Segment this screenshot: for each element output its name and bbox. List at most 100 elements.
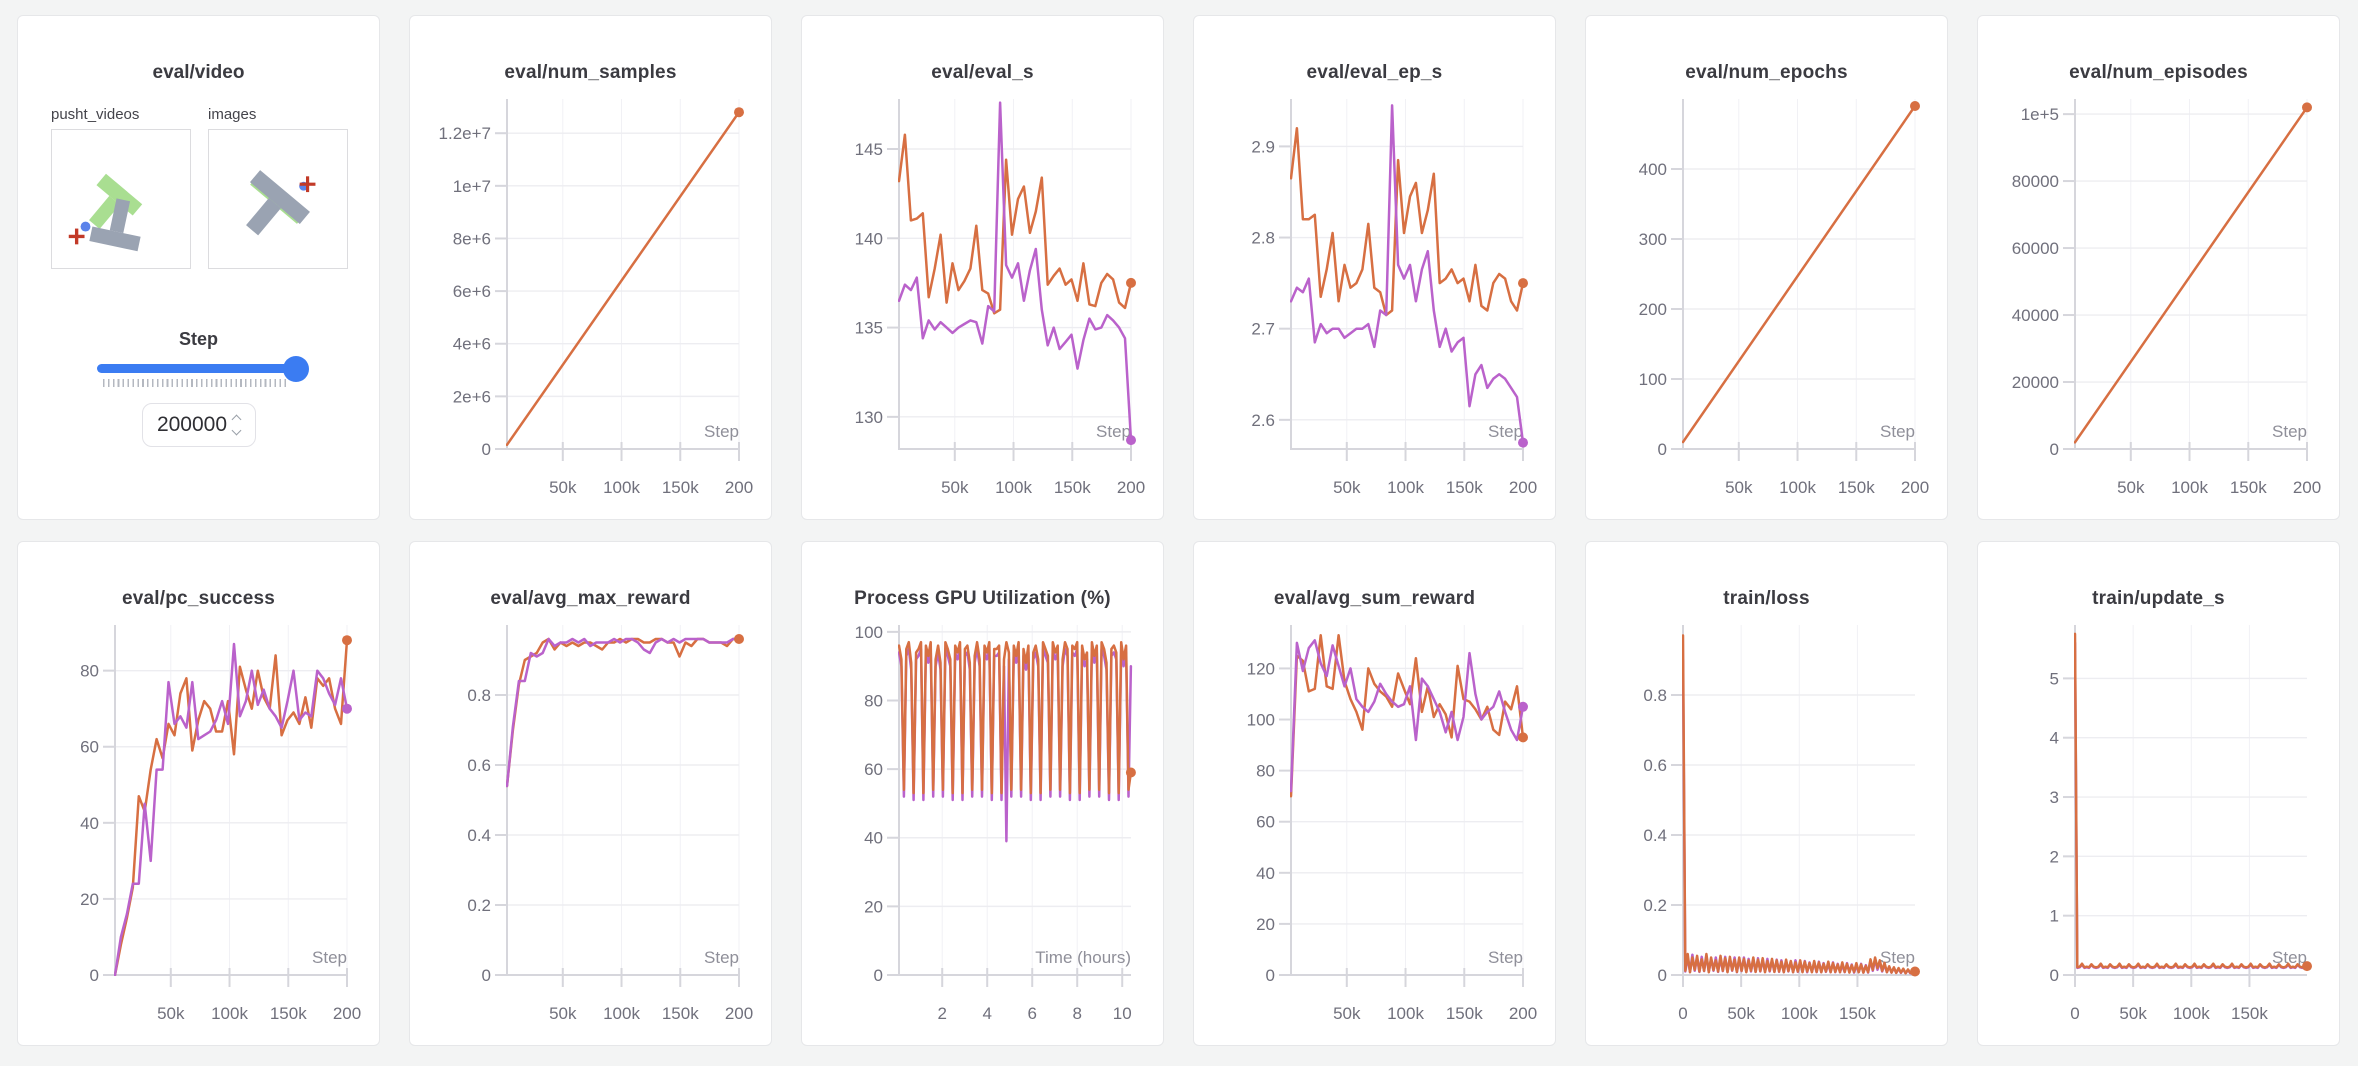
images-frame (246, 170, 316, 236)
series-run-purple (1290, 104, 1525, 444)
eval-num-samples-plot[interactable]: 0 2e+6 4e+6 6e+6 8e+6 1e+7 1.2e+7 50k 100k 150k 20… (410, 86, 771, 516)
y-tick-label: 100 (1639, 370, 1667, 389)
y-tick-label: 0 (874, 966, 883, 985)
x-tick-label: 100k (603, 1004, 640, 1023)
chart-panel-eval-avg-max-reward[interactable]: eval/avg_max_reward 0 0.2 0.4 0.6 0.8 50k 100k 1… (409, 541, 772, 1046)
y-tick-label: 2.6 (1251, 411, 1275, 430)
images-thumbnail[interactable] (208, 129, 348, 269)
step-stepper[interactable] (231, 414, 242, 436)
chart-panel-eval-eval-s[interactable]: eval/eval_s 130 135 140 145 50k 100k 150k 200 Ste… (801, 15, 1164, 520)
series-run-orange (2074, 106, 2309, 444)
x-tick-label: 150k (662, 478, 699, 497)
chart-panel-eval-avg-sum-reward[interactable]: eval/avg_sum_reward 0 20 40 60 80 100 120 50k 100… (1193, 541, 1556, 1046)
train-update-s-plot[interactable]: 0 1 2 3 4 5 0 50k 100k 150k Step (1978, 612, 2339, 1042)
block-t-shape (89, 198, 141, 252)
y-tick-label: 0 (2050, 966, 2059, 985)
y-tick-label: 0.6 (1643, 756, 1667, 775)
chart-panel-train-loss[interactable]: train/loss 0 0.2 0.4 0.6 0.8 0 50k 100k 150k Step (1585, 541, 1948, 1046)
series-run-orange (1290, 633, 1525, 798)
pusht-video-thumbnail[interactable] (51, 129, 191, 269)
x-tick-label: 150k (1054, 478, 1091, 497)
x-tick-label: 100k (1781, 1004, 1818, 1023)
y-tick-label: 80 (80, 662, 99, 681)
series-end-dot (1125, 767, 1136, 778)
y-tick-label: 4 (2050, 729, 2059, 748)
y-tick-label: 2.9 (1251, 137, 1275, 156)
eval-eval-ep-s-plot[interactable]: 2.6 2.7 2.8 2.9 50k 100k 150k 200 Step (1194, 86, 1555, 516)
video-panel-title: eval/video (152, 62, 245, 83)
y-tick-label: 0.6 (467, 756, 491, 775)
y-tick-label: 130 (855, 408, 883, 427)
y-tick-label: 1e+7 (453, 177, 491, 196)
x-tick-label: 50k (549, 1004, 577, 1023)
y-tick-label: 0.2 (1643, 896, 1667, 915)
series-run-purple (898, 101, 1133, 442)
x-tick-label: 100k (995, 478, 1032, 497)
y-tick-label: 200 (1639, 300, 1667, 319)
series-end-dot (1518, 437, 1528, 448)
y-tick-label: 60 (1256, 813, 1275, 832)
series-end-dot (1518, 278, 1528, 289)
eval-pc-success-plot[interactable]: 0 20 40 60 80 50k 100k 150k 200 Step (18, 612, 379, 1042)
y-tick-label: 145 (855, 140, 883, 159)
y-tick-label: 0 (1266, 966, 1275, 985)
x-tick-label: 50k (549, 478, 577, 497)
x-tick-label: 200 (1117, 478, 1145, 497)
video-panel[interactable]: eval/video pusht_videos images (17, 15, 380, 520)
x-tick-label: 50k (1333, 1004, 1361, 1023)
x-axis-name: Step (1880, 422, 1915, 441)
y-tick-label: 140 (855, 229, 883, 248)
step-slider-thumb[interactable] (282, 355, 309, 382)
series-run-orange (1682, 634, 1917, 975)
step-slider[interactable] (96, 355, 309, 382)
chart-panel-eval-num-epochs[interactable]: eval/num_epochs 0 100 200 300 400 50k 100k 150k 2… (1585, 15, 1948, 520)
chart-panel-eval-pc-success[interactable]: eval/pc_success 0 20 40 60 80 50k 100k 150k 200 St… (17, 541, 380, 1046)
y-tick-label: 3 (2050, 788, 2059, 807)
chart-panel-eval-num-samples[interactable]: eval/num_samples 0 2e+6 4e+6 6e+6 8e+6 1e+7 1.2… (409, 15, 772, 520)
step-value-input[interactable]: 200000 (141, 403, 256, 447)
y-tick-label: 0 (1658, 966, 1667, 985)
series-run-orange (506, 637, 741, 788)
gpu-utilization-plot[interactable]: 0 20 40 60 80 100 2 4 6 8 10 Time (hours) (802, 612, 1163, 1042)
chart-panel-eval-eval-ep-s[interactable]: eval/eval_ep_s 2.6 2.7 2.8 2.9 50k 100k 150k 200… (1193, 15, 1556, 520)
series-run-orange (506, 110, 741, 447)
x-tick-label: 50k (1727, 1004, 1755, 1023)
stepper-up-icon[interactable] (231, 414, 242, 425)
y-tick-label: 20 (80, 890, 99, 909)
eval-avg-max-reward-plot[interactable]: 0 0.2 0.4 0.6 0.8 50k 100k 150k 200 Step (410, 612, 771, 1042)
chart-panel-eval-num-episodes[interactable]: eval/num_episodes 0 20000 40000 60000 80000 1e… (1977, 15, 2340, 520)
y-tick-label: 0 (482, 966, 491, 985)
x-tick-label: 150k (1839, 1004, 1876, 1023)
y-tick-label: 80 (1256, 762, 1275, 781)
x-axis-name: Step (1880, 948, 1915, 967)
stepper-down-icon[interactable] (231, 425, 242, 436)
eval-avg-sum-reward-plot[interactable]: 0 20 40 60 80 100 120 50k 100k 150k 200 Step (1194, 612, 1555, 1042)
eval-num-episodes-plot[interactable]: 0 20000 40000 60000 80000 1e+5 50k 100k 150k 200 S… (1978, 86, 2339, 516)
chart-panel-gpu-utilization[interactable]: Process GPU Utilization (%) 0 20 40 60 80 100 2… (801, 541, 1164, 1046)
x-tick-label: 100k (1387, 1004, 1424, 1023)
train-loss-plot[interactable]: 0 0.2 0.4 0.6 0.8 0 50k 100k 150k Step (1586, 612, 1947, 1042)
x-tick-label: 150k (1446, 478, 1483, 497)
series-end-dot (342, 703, 352, 714)
x-tick-label: 6 (1027, 1004, 1036, 1023)
y-tick-label: 300 (1639, 230, 1667, 249)
y-tick-label: 60000 (2012, 239, 2059, 258)
x-tick-label: 200 (1509, 478, 1537, 497)
y-tick-label: 0 (2050, 440, 2059, 459)
x-axis-name: Step (1488, 422, 1523, 441)
y-tick-label: 2.8 (1251, 229, 1275, 248)
series-end-dot (1518, 732, 1528, 743)
y-tick-label: 0 (90, 966, 99, 985)
y-tick-label: 1.2e+7 (439, 124, 491, 143)
y-tick-label: 100 (1247, 711, 1275, 730)
eval-num-epochs-plot[interactable]: 0 100 200 300 400 50k 100k 150k 200 Step (1586, 86, 1947, 516)
chart-panel-train-update-s[interactable]: train/update_s 0 1 2 3 4 5 0 50k 100k 150k Step (1977, 541, 2340, 1046)
x-tick-label: 50k (2119, 1004, 2147, 1023)
x-tick-label: 100k (2173, 1004, 2210, 1023)
x-tick-label: 200 (2293, 478, 2321, 497)
y-tick-label: 0.2 (467, 896, 491, 915)
goal-cross (68, 228, 85, 245)
step-slider-label: Step (178, 329, 218, 349)
pusht-videos-label: pusht_videos (51, 106, 140, 123)
eval-eval-s-plot[interactable]: 130 135 140 145 50k 100k 150k 200 Step (802, 86, 1163, 516)
